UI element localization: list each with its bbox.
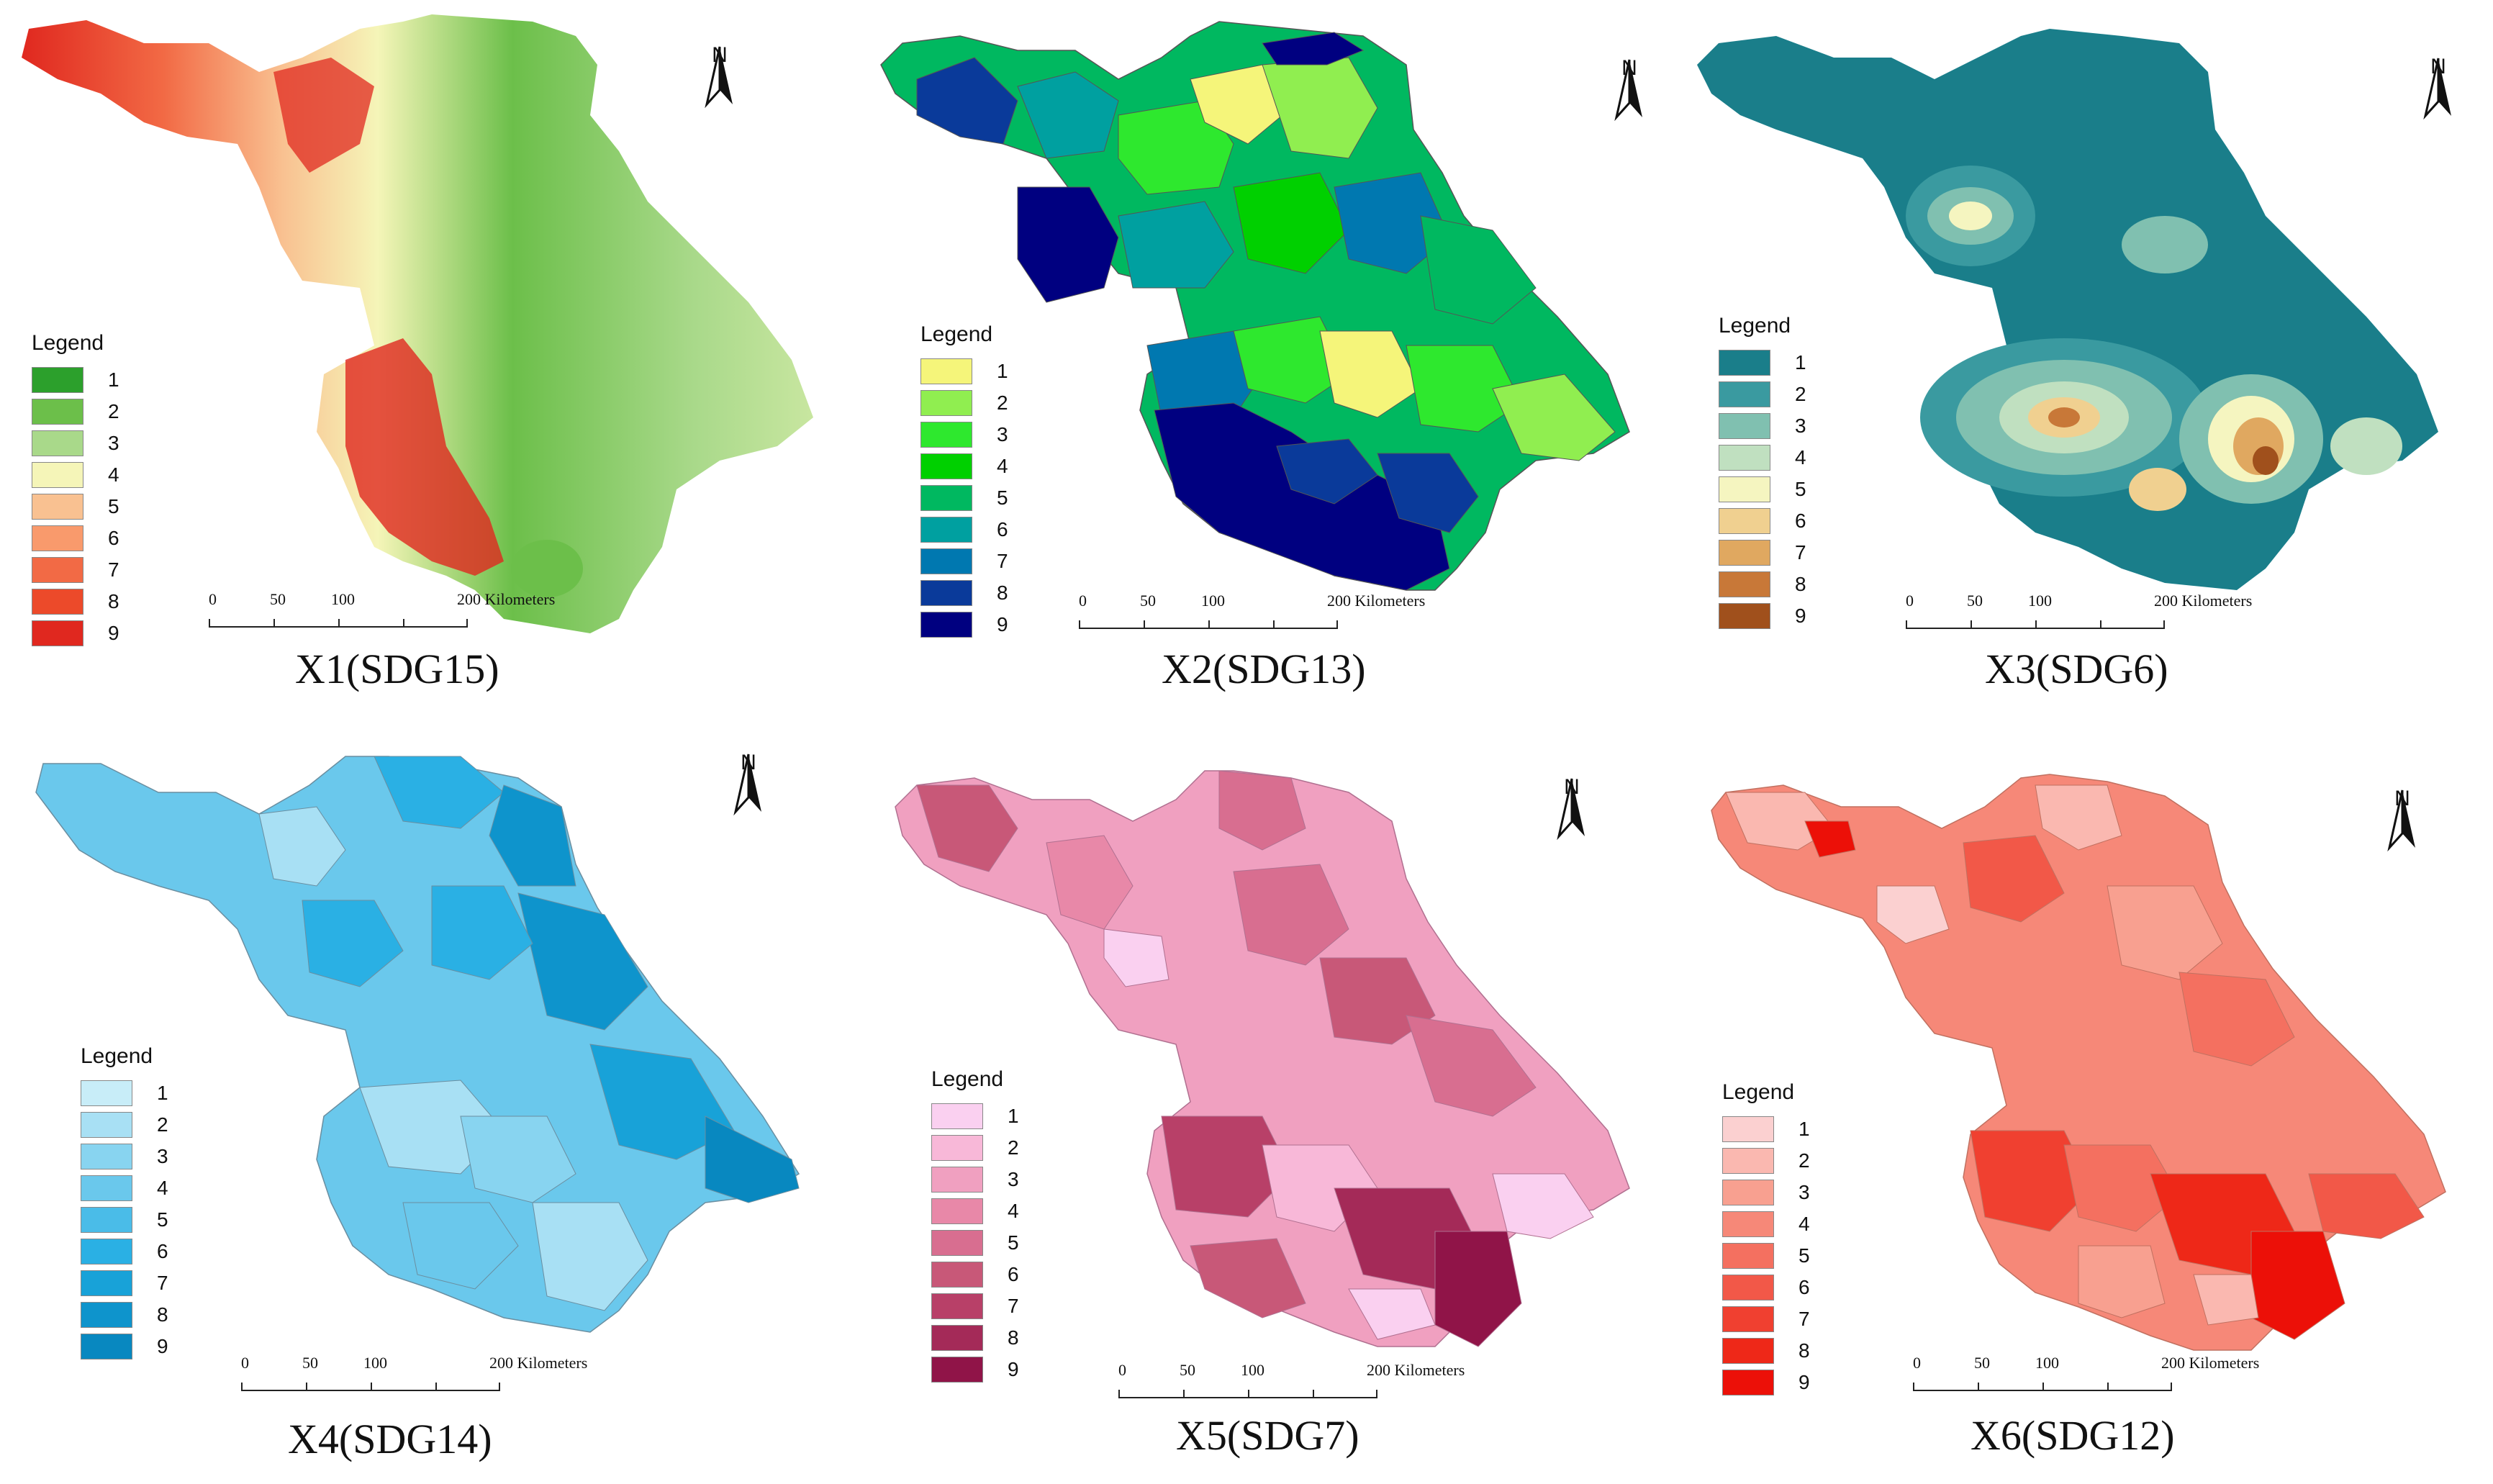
legend: Legend 1 2 3 4 5 6 7 8 9 bbox=[32, 331, 119, 649]
legend-title: Legend bbox=[1722, 1080, 1795, 1104]
legend: Legend 1 2 3 4 5 6 7 8 9 bbox=[81, 1044, 168, 1362]
panel-title: X2(SDG13) bbox=[1162, 646, 1366, 692]
legend-item: 8 bbox=[32, 586, 119, 617]
legend-item: 3 bbox=[1719, 410, 1806, 442]
legend-item: 7 bbox=[81, 1267, 168, 1299]
legend-item: 9 bbox=[1722, 1367, 1810, 1398]
legend-item: 6 bbox=[931, 1259, 1019, 1290]
legend-item: 3 bbox=[1722, 1177, 1810, 1208]
legend: Legend 1 2 3 4 5 6 7 8 9 bbox=[920, 322, 1008, 641]
panel-title: X6(SDG12) bbox=[1971, 1412, 2175, 1459]
legend-item: 2 bbox=[1722, 1145, 1810, 1177]
map-panel-x1: Legend 1 2 3 4 5 6 7 8 9 N 0 50 100 200 … bbox=[0, 0, 831, 742]
legend-item: 9 bbox=[32, 617, 119, 649]
legend-item: 1 bbox=[1719, 347, 1806, 379]
legend-title: Legend bbox=[1719, 314, 1791, 338]
map-x4 bbox=[35, 756, 800, 1333]
map-panel-x3: Legend 1 2 3 4 5 6 7 8 9 N 0 50 100 200 … bbox=[1661, 0, 2492, 742]
legend-item: 9 bbox=[931, 1354, 1019, 1385]
legend-item: 2 bbox=[1719, 379, 1806, 410]
legend-item: 6 bbox=[1722, 1272, 1810, 1303]
panel-title: X4(SDG14) bbox=[288, 1416, 492, 1462]
legend-item: 4 bbox=[931, 1195, 1019, 1227]
legend-item: 2 bbox=[32, 396, 119, 427]
legend: Legend 1 2 3 4 5 6 7 8 9 bbox=[1719, 314, 1806, 632]
legend-item: 7 bbox=[1719, 537, 1806, 569]
legend-item: 1 bbox=[920, 356, 1008, 387]
legend-item: 9 bbox=[920, 609, 1008, 641]
legend-item: 3 bbox=[32, 427, 119, 459]
legend-item: 7 bbox=[1722, 1303, 1810, 1335]
north-arrow-icon: N bbox=[2417, 55, 2460, 148]
map-panel-x5: Legend 1 2 3 4 5 6 7 8 9 N 0 50 100 200 … bbox=[831, 742, 1661, 1484]
panel-title: X3(SDG6) bbox=[1985, 646, 2168, 692]
legend-item: 2 bbox=[931, 1132, 1019, 1164]
legend-item: 4 bbox=[81, 1172, 168, 1204]
legend-item: 7 bbox=[920, 546, 1008, 577]
legend-item: 5 bbox=[920, 482, 1008, 514]
legend-item: 8 bbox=[1719, 569, 1806, 600]
legend-item: 8 bbox=[81, 1299, 168, 1331]
legend-item: 3 bbox=[81, 1141, 168, 1172]
legend-item: 4 bbox=[32, 459, 119, 491]
legend-item: 1 bbox=[32, 364, 119, 396]
map-x5 bbox=[895, 770, 1630, 1347]
legend-item: 4 bbox=[1719, 442, 1806, 474]
legend-item: 5 bbox=[1719, 474, 1806, 505]
legend-item: 2 bbox=[81, 1109, 168, 1141]
legend-item: 1 bbox=[931, 1100, 1019, 1132]
legend-item: 8 bbox=[920, 577, 1008, 609]
legend-item: 6 bbox=[1719, 505, 1806, 537]
legend-title: Legend bbox=[81, 1044, 153, 1068]
legend-item: 4 bbox=[920, 451, 1008, 482]
map-x2 bbox=[880, 21, 1630, 591]
legend-item: 5 bbox=[931, 1227, 1019, 1259]
legend-item: 6 bbox=[32, 522, 119, 554]
scale-bar: 0 50 100 200 Kilometers bbox=[1906, 592, 2252, 649]
legend-item: 6 bbox=[81, 1236, 168, 1267]
panel-title: X1(SDG15) bbox=[295, 646, 499, 692]
scale-bar: 0 50 100 200 Kilometers bbox=[209, 590, 555, 648]
scale-bar: 0 50 100 200 Kilometers bbox=[241, 1354, 587, 1411]
scale-bar: 0 50 100 200 Kilometers bbox=[1118, 1361, 1465, 1419]
legend-item: 4 bbox=[1722, 1208, 1810, 1240]
legend-item: 7 bbox=[32, 554, 119, 586]
legend-title: Legend bbox=[920, 322, 993, 346]
legend-item: 7 bbox=[931, 1290, 1019, 1322]
legend-item: 5 bbox=[32, 491, 119, 522]
north-arrow-icon: N bbox=[1608, 56, 1651, 150]
map-panel-x6: Legend 1 2 3 4 5 6 7 8 9 N 0 50 100 200 … bbox=[1661, 742, 2492, 1484]
scale-bar: 0 50 100 200 Kilometers bbox=[1913, 1354, 2259, 1411]
legend-item: 3 bbox=[920, 419, 1008, 451]
legend-title: Legend bbox=[32, 331, 104, 355]
panel-title: X5(SDG7) bbox=[1176, 1412, 1359, 1459]
legend-item: 9 bbox=[1719, 600, 1806, 632]
legend-item: 1 bbox=[81, 1077, 168, 1109]
legend-item: 5 bbox=[81, 1204, 168, 1236]
legend: Legend 1 2 3 4 5 6 7 8 9 bbox=[931, 1067, 1019, 1385]
north-arrow-icon: N bbox=[1550, 775, 1593, 869]
province-shape bbox=[1697, 29, 2438, 590]
legend-item: 6 bbox=[920, 514, 1008, 546]
legend-title: Legend bbox=[931, 1067, 1004, 1091]
legend: Legend 1 2 3 4 5 6 7 8 9 bbox=[1722, 1080, 1810, 1398]
legend-item: 1 bbox=[1722, 1113, 1810, 1145]
legend-item: 8 bbox=[1722, 1335, 1810, 1367]
map-panel-x4: Legend 1 2 3 4 5 6 7 8 9 N 0 50 100 200 … bbox=[0, 742, 831, 1484]
map-panel-x2: Legend 1 2 3 4 5 6 7 8 9 N 0 50 100 200 … bbox=[831, 0, 1661, 742]
legend-item: 2 bbox=[920, 387, 1008, 419]
legend-item: 9 bbox=[81, 1331, 168, 1362]
map-x6 bbox=[1711, 774, 2446, 1351]
legend-item: 3 bbox=[931, 1164, 1019, 1195]
legend-item: 5 bbox=[1722, 1240, 1810, 1272]
north-arrow-icon: N bbox=[727, 751, 770, 844]
map-x3 bbox=[1697, 29, 2438, 590]
legend-item: 8 bbox=[931, 1322, 1019, 1354]
province-shape bbox=[22, 14, 813, 633]
map-x1 bbox=[22, 14, 813, 633]
north-arrow-icon: N bbox=[698, 43, 741, 137]
north-arrow-icon: N bbox=[2381, 787, 2424, 880]
scale-bar: 0 50 100 200 Kilometers bbox=[1079, 592, 1425, 649]
